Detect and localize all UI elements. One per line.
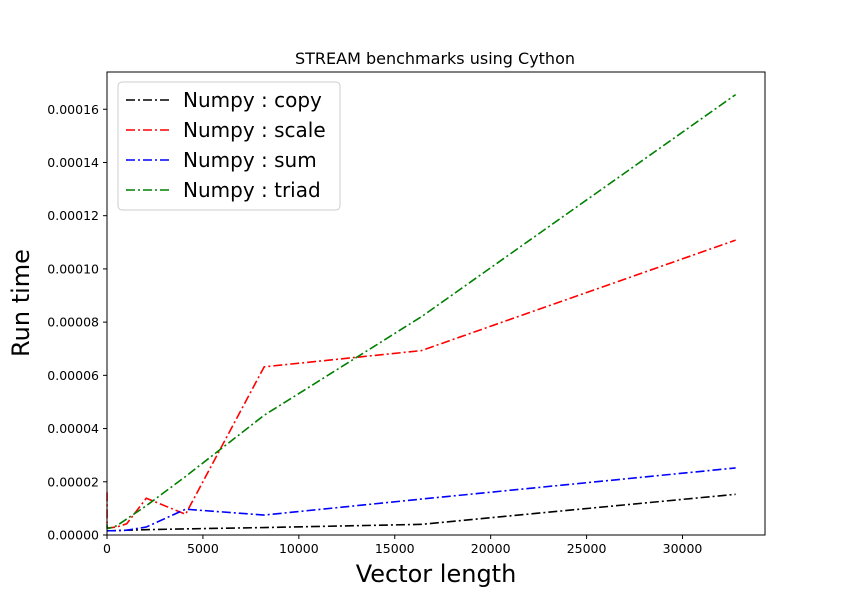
legend-label: Numpy : triad (183, 178, 321, 202)
y-tick-label: 0.00010 (47, 261, 99, 276)
x-tick-label: 15000 (375, 541, 415, 556)
y-tick-label: 0.00014 (47, 155, 99, 170)
x-tick-label: 25000 (567, 541, 607, 556)
x-axis-label: Vector length (356, 560, 517, 588)
legend-label: Numpy : copy (183, 88, 322, 112)
y-axis: 0.00000 0.00002 0.00004 0.00006 0.00008 0.000… (47, 102, 107, 543)
x-tick-label: 5000 (187, 541, 219, 556)
legend-box (117, 81, 341, 211)
y-tick-label: 0.00008 (47, 315, 99, 330)
chart-title: STREAM benchmarks using Cython (295, 49, 575, 68)
legend: Numpy : copy Numpy : scale Numpy : sum Nump… (117, 81, 341, 211)
x-axis: 0 5000 10000 15000 20000 25000 30000 (103, 535, 702, 556)
y-tick-label: 0.00006 (47, 368, 99, 383)
plot-frame (106, 71, 766, 536)
legend-label: Numpy : sum (183, 148, 317, 172)
y-tick-label: 0.00004 (47, 421, 99, 436)
y-tick-label: 0.00012 (47, 208, 99, 223)
y-tick-label: 0.00002 (47, 474, 99, 489)
legend-label: Numpy : scale (183, 118, 326, 142)
x-tick-label: 20000 (471, 541, 511, 556)
x-tick-label: 0 (103, 541, 111, 556)
x-tick-label: 10000 (279, 541, 319, 556)
y-axis-label: Run time (7, 249, 35, 357)
y-tick-label: 0.00016 (47, 102, 99, 117)
y-tick-label: 0.00000 (47, 528, 99, 543)
x-tick-label: 30000 (663, 541, 703, 556)
